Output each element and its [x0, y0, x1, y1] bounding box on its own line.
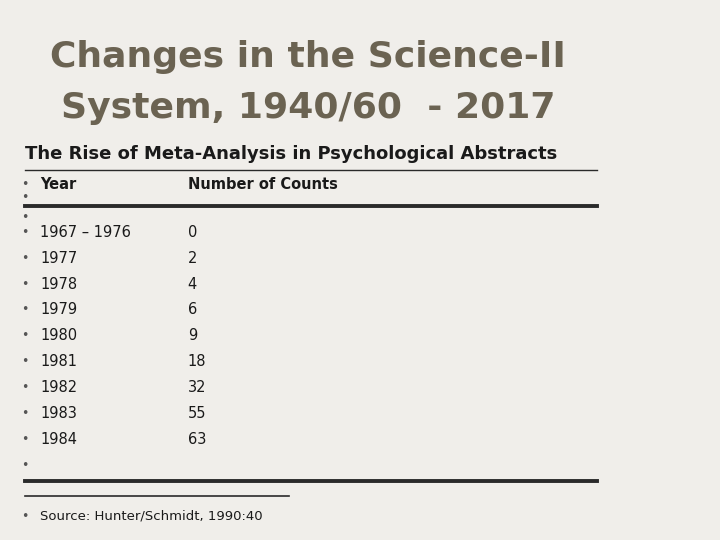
- Text: •: •: [22, 381, 29, 394]
- Text: •: •: [22, 329, 29, 342]
- Text: 2: 2: [188, 251, 197, 266]
- Text: 4: 4: [188, 276, 197, 292]
- Text: 1983: 1983: [40, 406, 77, 421]
- Text: System, 1940/60  - 2017: System, 1940/60 - 2017: [60, 91, 555, 125]
- Text: 1984: 1984: [40, 432, 77, 447]
- Text: The Rise of Meta-Analysis in Psychological Abstracts: The Rise of Meta-Analysis in Psychologic…: [24, 145, 557, 163]
- Text: 32: 32: [188, 380, 206, 395]
- Text: 9: 9: [188, 328, 197, 343]
- Text: 6: 6: [188, 302, 197, 318]
- Text: 55: 55: [188, 406, 206, 421]
- Text: Changes in the Science-II: Changes in the Science-II: [50, 40, 566, 73]
- Text: Number of Counts: Number of Counts: [188, 177, 338, 192]
- Text: 1982: 1982: [40, 380, 77, 395]
- Text: •: •: [22, 226, 29, 239]
- Text: 0: 0: [188, 225, 197, 240]
- Text: •: •: [22, 178, 29, 191]
- Text: 1978: 1978: [40, 276, 77, 292]
- Text: •: •: [22, 211, 29, 224]
- Text: •: •: [22, 433, 29, 446]
- Text: 1980: 1980: [40, 328, 77, 343]
- Text: •: •: [22, 252, 29, 265]
- Text: 1979: 1979: [40, 302, 77, 318]
- Text: •: •: [22, 355, 29, 368]
- Text: 1967 – 1976: 1967 – 1976: [40, 225, 131, 240]
- Text: •: •: [22, 407, 29, 420]
- Text: •: •: [22, 191, 29, 204]
- Text: •: •: [22, 303, 29, 316]
- Text: Source: Hunter/Schmidt, 1990:40: Source: Hunter/Schmidt, 1990:40: [40, 510, 263, 523]
- Text: •: •: [22, 278, 29, 291]
- Text: 63: 63: [188, 432, 206, 447]
- Text: 18: 18: [188, 354, 206, 369]
- Text: •: •: [22, 510, 29, 523]
- Text: Year: Year: [40, 177, 76, 192]
- Text: 1981: 1981: [40, 354, 77, 369]
- Text: •: •: [22, 459, 29, 472]
- Text: 1977: 1977: [40, 251, 77, 266]
